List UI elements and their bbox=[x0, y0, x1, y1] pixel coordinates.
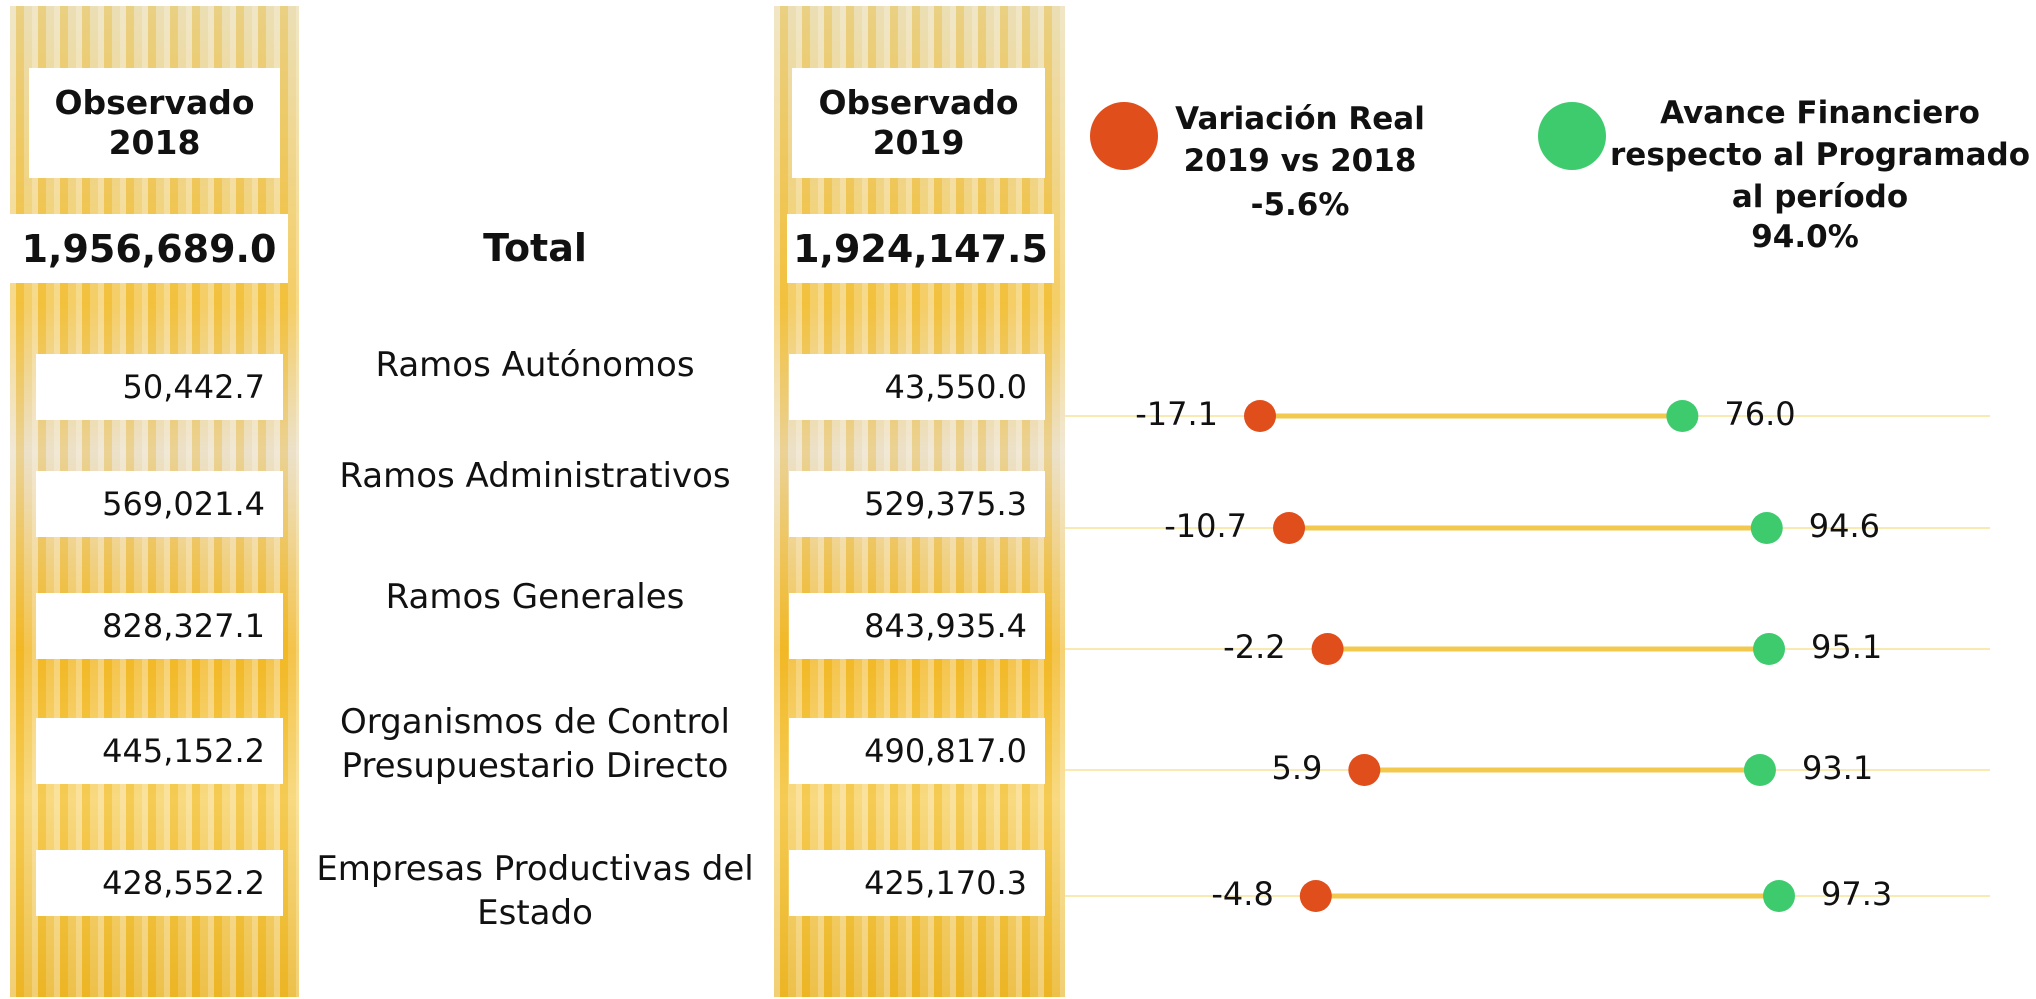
data-label: 97.3 bbox=[1821, 875, 1892, 913]
data-label: 5.9 bbox=[1271, 749, 1322, 787]
value-2019: 490,817.0 bbox=[789, 718, 1045, 784]
value-2019: 529,375.3 bbox=[789, 471, 1045, 537]
value-2018: 569,021.4 bbox=[36, 471, 283, 537]
header: Observado 2018 bbox=[29, 68, 280, 178]
total: 1,924,147.5 bbox=[787, 214, 1054, 283]
legend-label: Variación Real 2019 vs 2018 bbox=[1175, 101, 1425, 179]
data-label: -4.8 bbox=[1211, 875, 1273, 913]
total: 1,956,689.0 bbox=[10, 214, 288, 283]
category: Empresas Productivas del Estado bbox=[316, 849, 754, 933]
data-label: 76.0 bbox=[1724, 395, 1795, 433]
value-2018: 428,552.2 bbox=[36, 850, 283, 916]
dot bbox=[1666, 400, 1699, 432]
value-2018: 445,152.2 bbox=[36, 718, 283, 784]
legend-swatch bbox=[1538, 102, 1606, 170]
value-2019: 43,550.0 bbox=[789, 354, 1045, 420]
data-label: -2.2 bbox=[1223, 628, 1285, 666]
data-label: 95.1 bbox=[1811, 628, 1882, 666]
total-label: Total bbox=[483, 226, 587, 270]
dot bbox=[1348, 754, 1381, 786]
legend-label: Avance Financiero respecto al Programado… bbox=[1610, 95, 2031, 215]
value-2019: 425,170.3 bbox=[789, 850, 1045, 916]
dot bbox=[1743, 754, 1776, 786]
header: Observado 2019 bbox=[792, 68, 1045, 178]
value-2019: 843,935.4 bbox=[789, 593, 1045, 659]
dot bbox=[1311, 633, 1344, 665]
data-label: -10.7 bbox=[1164, 507, 1247, 545]
dot bbox=[1273, 512, 1306, 544]
data-label: 94.6 bbox=[1809, 507, 1880, 545]
category: Organismos de Control Presupuestario Dir… bbox=[340, 702, 730, 786]
value-2018: 828,327.1 bbox=[36, 593, 283, 659]
dot bbox=[1244, 400, 1276, 432]
data-label: -17.1 bbox=[1135, 395, 1218, 433]
legend-swatch bbox=[1090, 102, 1158, 170]
data-label: 93.1 bbox=[1802, 749, 1873, 787]
dot bbox=[1299, 880, 1332, 912]
category: Ramos Administrativos bbox=[339, 456, 731, 496]
legend-total: 94.0% bbox=[1751, 219, 1859, 255]
dot bbox=[1763, 880, 1795, 912]
dot bbox=[1750, 512, 1783, 544]
value-2018: 50,442.7 bbox=[36, 354, 283, 420]
category: Ramos Generales bbox=[385, 577, 685, 617]
legend-total: -5.6% bbox=[1250, 187, 1350, 223]
dot bbox=[1753, 633, 1786, 665]
category: Ramos Autónomos bbox=[375, 345, 695, 385]
